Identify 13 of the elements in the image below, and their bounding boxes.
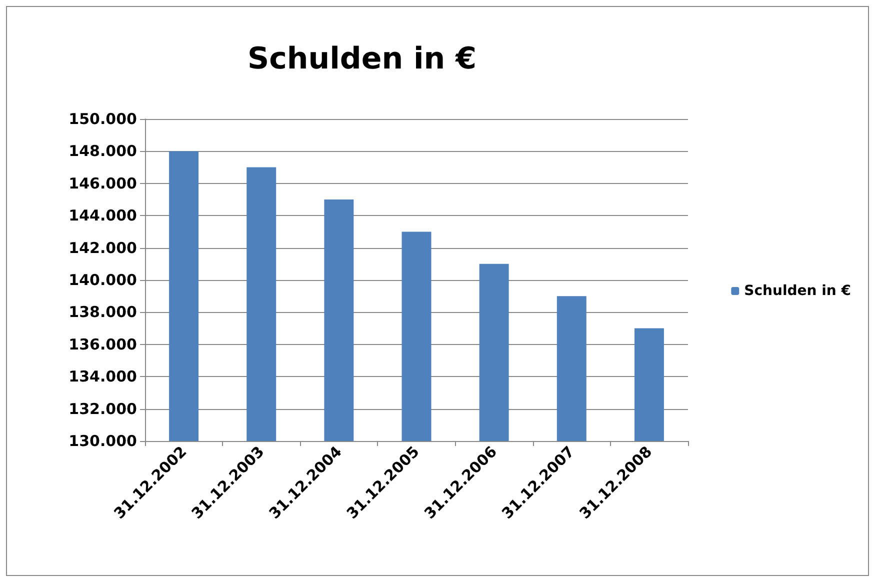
legend-label: Schulden in €	[744, 283, 852, 299]
chart-title: Schulden in €	[248, 42, 476, 76]
y-tick-label: 134.000	[68, 368, 137, 386]
y-tick-label: 150.000	[68, 110, 137, 128]
y-tick-label: 130.000	[68, 432, 137, 450]
y-tick-label: 142.000	[68, 238, 137, 257]
y-tick-label: 148.000	[68, 142, 137, 160]
y-tick-label: 146.000	[68, 174, 137, 192]
y-tick-label: 140.000	[68, 271, 137, 289]
y-tick-label: 136.000	[68, 335, 137, 354]
y-tick-label: 132.000	[68, 400, 137, 418]
y-tick-label: 138.000	[68, 303, 137, 322]
y-tick-label: 144.000	[68, 206, 137, 225]
